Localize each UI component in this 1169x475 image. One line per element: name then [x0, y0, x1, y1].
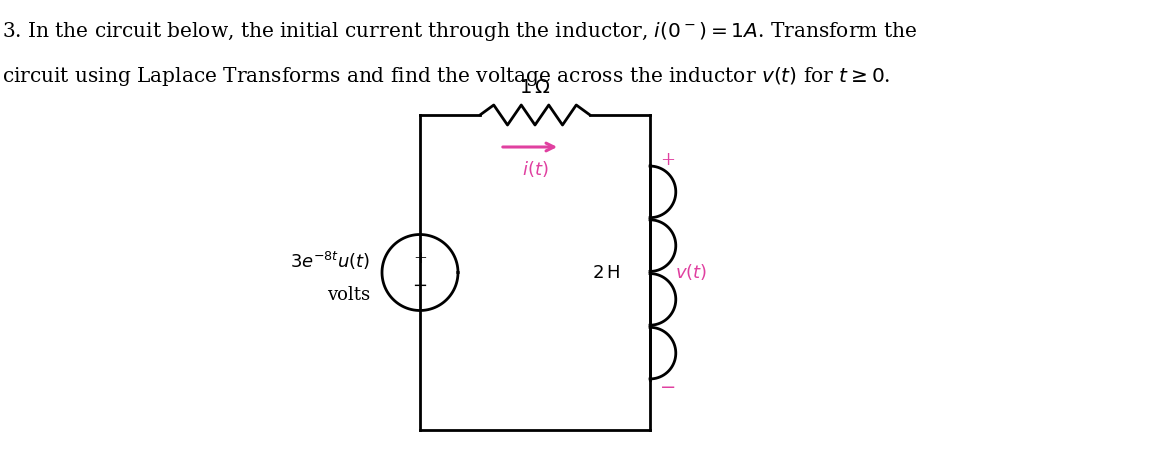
Text: −: −: [659, 379, 676, 397]
Text: +: +: [413, 250, 427, 267]
Text: +: +: [660, 151, 676, 169]
Text: 3. In the circuit below, the initial current through the inductor, $i(0^-) = 1A$: 3. In the circuit below, the initial cur…: [1, 20, 916, 43]
Text: $i(t)$: $i(t)$: [521, 159, 548, 179]
Text: $3e^{-8t}u(t)$: $3e^{-8t}u(t)$: [290, 249, 371, 272]
Text: −: −: [413, 276, 428, 294]
Text: circuit using Laplace Transforms and find the voltage across the inductor $v(t)$: circuit using Laplace Transforms and fin…: [1, 65, 890, 88]
Text: $2\,\mathrm{H}$: $2\,\mathrm{H}$: [592, 264, 620, 282]
Text: $1\,\Omega$: $1\,\Omega$: [519, 79, 551, 97]
Text: volts: volts: [327, 285, 371, 304]
Text: $v(t)$: $v(t)$: [675, 263, 707, 283]
